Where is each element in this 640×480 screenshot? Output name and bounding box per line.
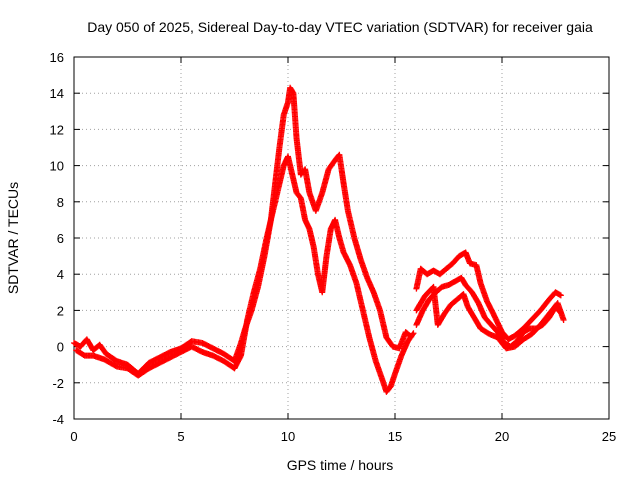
x-tick-label: 10 bbox=[281, 429, 295, 444]
data-point bbox=[557, 292, 564, 299]
y-tick-label: 8 bbox=[57, 195, 64, 210]
y-tick-label: 10 bbox=[50, 159, 64, 174]
chart-title: Day 050 of 2025, Sidereal Day-to-day VTE… bbox=[87, 19, 593, 35]
data-point bbox=[410, 330, 417, 337]
y-tick-label: 0 bbox=[57, 340, 64, 355]
y-axis-ticks: -4 -2 0 2 4 6 8 10 12 14 16 bbox=[50, 50, 609, 427]
x-axis-ticks: 0 5 10 15 20 25 bbox=[70, 57, 616, 444]
y-tick-label: 6 bbox=[57, 231, 64, 246]
x-tick-label: 5 bbox=[177, 429, 184, 444]
y-tick-label: 12 bbox=[50, 122, 64, 137]
x-tick-label: 25 bbox=[602, 429, 616, 444]
x-axis-label: GPS time / hours bbox=[287, 457, 394, 473]
x-tick-label: 0 bbox=[70, 429, 77, 444]
y-tick-label: 14 bbox=[50, 86, 64, 101]
y-tick-label: 2 bbox=[57, 303, 64, 318]
y-tick-label: -2 bbox=[52, 376, 64, 391]
y-tick-label: -4 bbox=[52, 412, 64, 427]
grid-lines bbox=[74, 57, 609, 419]
y-axis-label: SDTVAR / TECUs bbox=[5, 182, 21, 294]
x-tick-label: 15 bbox=[388, 429, 402, 444]
x-tick-label: 20 bbox=[495, 429, 509, 444]
data-point bbox=[409, 331, 416, 338]
data-point bbox=[560, 316, 567, 323]
y-tick-label: 4 bbox=[57, 267, 64, 282]
data-points bbox=[71, 84, 567, 395]
y-tick-label: 16 bbox=[50, 50, 64, 65]
